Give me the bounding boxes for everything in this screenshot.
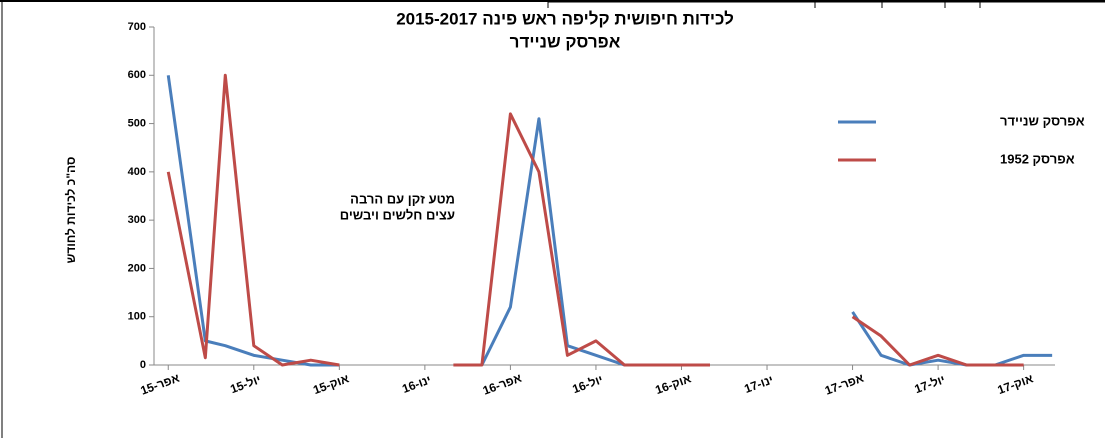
series-line bbox=[166, 75, 1053, 367]
y-tick-label: 200 bbox=[128, 262, 146, 274]
legend-label: אפרסק שניידר bbox=[1000, 113, 1085, 128]
y-tick-label: 600 bbox=[128, 69, 146, 81]
header-cells bbox=[547, 0, 981, 8]
y-tick-label: 700 bbox=[128, 21, 146, 33]
y-tick-label: 500 bbox=[128, 117, 146, 129]
y-tick-label: 100 bbox=[128, 311, 146, 323]
x-tick-label: יול-16 bbox=[570, 372, 604, 396]
x-tick-label: אפר-15 bbox=[139, 371, 182, 398]
x-tick-label: יול-17 bbox=[913, 372, 947, 396]
chart-title: לכידות חיפושית קליפה ראש פינה 2015-2017 bbox=[396, 9, 734, 28]
x-tick-label: יול-15 bbox=[228, 372, 262, 396]
x-tick-label: ינו-17 bbox=[742, 373, 775, 396]
x-tick-label: ינו-16 bbox=[400, 373, 433, 396]
x-tick-label: אוק-17 bbox=[996, 371, 1036, 397]
x-tick-label: אפר-16 bbox=[481, 371, 524, 398]
annotation: עצים חלשים ויבשים bbox=[340, 207, 455, 222]
annotation: מטע זקן עם הרבה bbox=[350, 191, 455, 206]
y-tick-label: 400 bbox=[128, 166, 146, 178]
x-tick-label: אוק-15 bbox=[311, 371, 351, 397]
chart-subtitle: אפרסק שניידר bbox=[510, 32, 621, 51]
x-tick-label: אפר-17 bbox=[823, 371, 866, 398]
y-tick-label: 300 bbox=[128, 214, 146, 226]
y-tick-label: 0 bbox=[140, 359, 146, 371]
x-tick-label: אוק-16 bbox=[653, 371, 693, 397]
legend-label: אפרסק 1952 bbox=[1000, 151, 1075, 166]
y-axis-label: סה"כ לכידות לחודש bbox=[64, 157, 78, 264]
series-line bbox=[166, 73, 1024, 367]
